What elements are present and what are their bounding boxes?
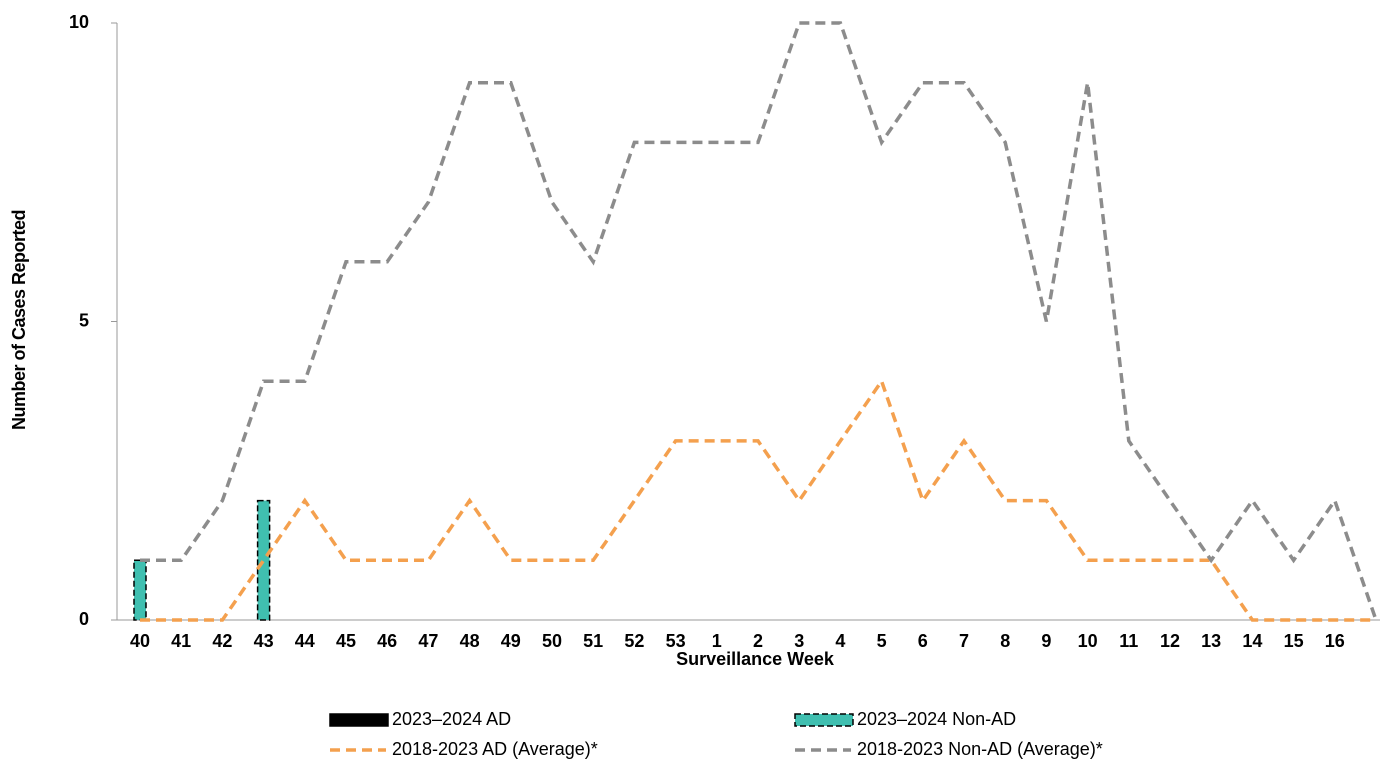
x-tick-label: 12: [1160, 631, 1180, 651]
x-tick-label: 9: [1041, 631, 1051, 651]
y-tick-label: 10: [69, 12, 89, 32]
x-tick-label: 2: [753, 631, 763, 651]
x-tick-label: 3: [794, 631, 804, 651]
x-tick-label: 51: [583, 631, 603, 651]
x-tick-label: 5: [877, 631, 887, 651]
bar: [256, 499, 271, 621]
x-tick-label: 40: [130, 631, 150, 651]
x-tick-label: 43: [254, 631, 274, 651]
legend-swatch: [794, 713, 854, 727]
legend-label: 2018-2023 AD (Average)*: [392, 739, 598, 759]
x-tick-label: 10: [1078, 631, 1098, 651]
y-axis-title: Number of Cases Reported: [9, 210, 29, 430]
legend-label: 2018-2023 Non-AD (Average)*: [857, 739, 1103, 759]
legend-label: 2023–2024 Non-AD: [857, 709, 1016, 729]
x-tick-label: 7: [959, 631, 969, 651]
line: [140, 377, 1376, 622]
x-tick-label: 6: [918, 631, 928, 651]
x-tick-label: 50: [542, 631, 562, 651]
x-tick-label: 41: [171, 631, 191, 651]
y-tick-label: 0: [79, 609, 89, 629]
bar: [133, 559, 147, 621]
y-tick-label: 5: [79, 310, 89, 330]
x-tick-label: 52: [624, 631, 644, 651]
x-tick-label: 1: [712, 631, 722, 651]
legend-swatch: [329, 713, 389, 727]
x-tick-label: 13: [1201, 631, 1221, 651]
x-tick-label: 45: [336, 631, 356, 651]
legend-label: 2023–2024 AD: [392, 709, 511, 729]
x-tick-label: 53: [666, 631, 686, 651]
line: [140, 21, 1378, 621]
x-tick-label: 16: [1325, 631, 1345, 651]
x-tick-label: 44: [295, 631, 315, 651]
x-axis-title: Surveillance Week: [676, 649, 835, 669]
x-tick-label: 14: [1242, 631, 1262, 651]
x-tick-label: 4: [835, 631, 845, 651]
x-tick-label: 42: [212, 631, 232, 651]
x-tick-label: 8: [1000, 631, 1010, 651]
x-tick-label: 46: [377, 631, 397, 651]
x-tick-label: 47: [418, 631, 438, 651]
x-tick-label: 48: [460, 631, 480, 651]
x-tick-label: 49: [501, 631, 521, 651]
x-tick-label: 15: [1284, 631, 1304, 651]
x-tick-label: 11: [1119, 631, 1138, 651]
